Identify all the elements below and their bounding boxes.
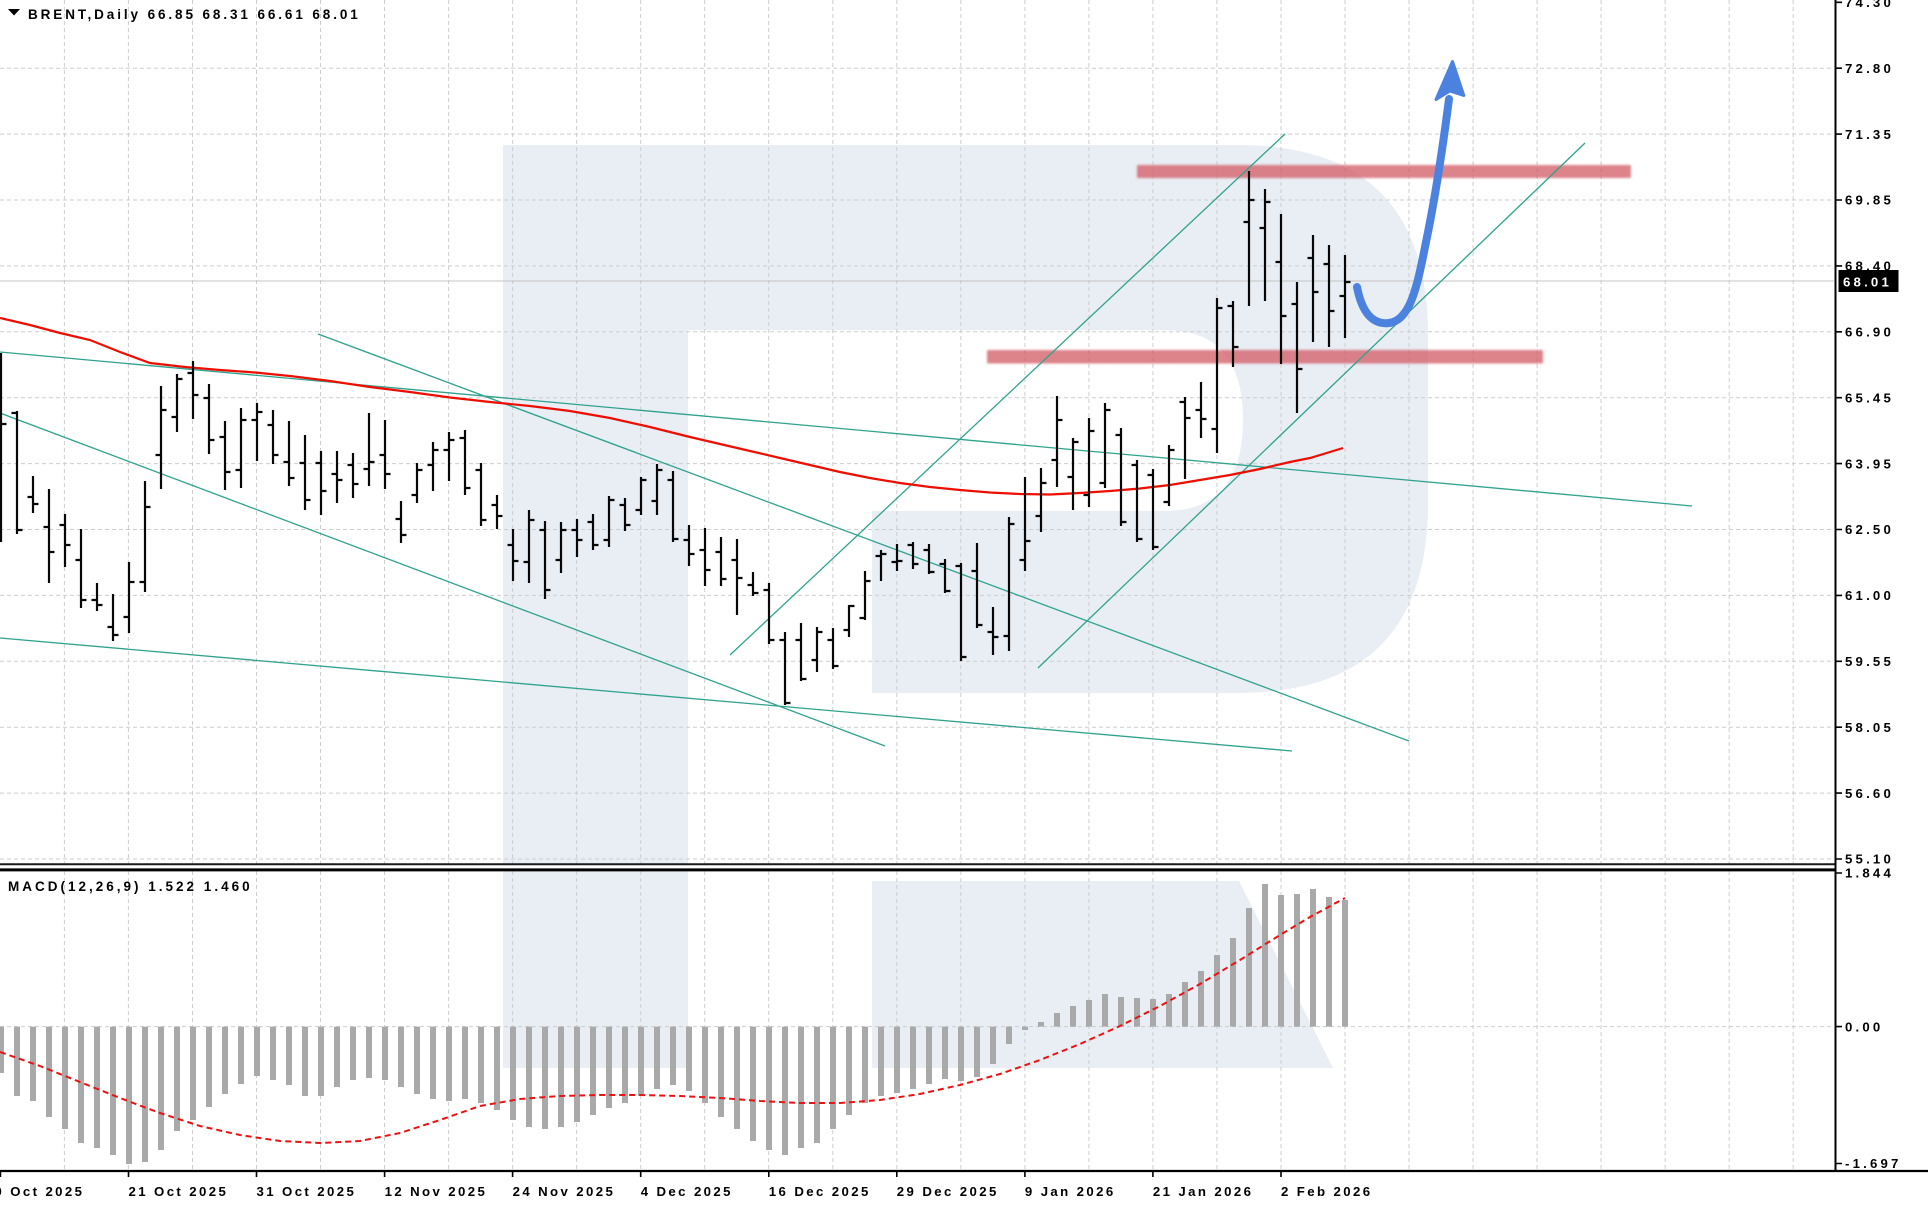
svg-text:9 Jan 2026: 9 Jan 2026 [1025,1184,1116,1199]
svg-text:71.35: 71.35 [1845,127,1894,142]
svg-text:61.00: 61.00 [1845,588,1894,603]
svg-text:63.95: 63.95 [1845,456,1894,471]
svg-text:68.01: 68.01 [1843,275,1892,290]
svg-text:BRENT,Daily 66.85 68.31 66.61: BRENT,Daily 66.85 68.31 66.61 68.01 [28,7,361,22]
svg-text:21 Jan 2026: 21 Jan 2026 [1153,1184,1253,1199]
svg-text:16 Dec 2025: 16 Dec 2025 [769,1184,871,1199]
svg-text:74.30: 74.30 [1845,0,1894,10]
svg-text:0.00: 0.00 [1845,1019,1883,1034]
svg-text:-1.697: -1.697 [1845,1156,1902,1171]
svg-text:72.80: 72.80 [1845,61,1894,76]
svg-text:59.55: 59.55 [1845,654,1894,669]
svg-text:65.45: 65.45 [1845,390,1894,405]
svg-text:1.844: 1.844 [1845,866,1894,881]
svg-text:9 Oct 2025: 9 Oct 2025 [0,1184,84,1199]
svg-text:55.10: 55.10 [1845,852,1894,867]
svg-text:MACD(12,26,9) 1.522 1.460: MACD(12,26,9) 1.522 1.460 [8,879,253,894]
svg-text:12 Nov 2025: 12 Nov 2025 [385,1184,488,1199]
svg-text:2 Feb 2026: 2 Feb 2026 [1281,1184,1372,1199]
svg-text:4 Dec 2025: 4 Dec 2025 [641,1184,733,1199]
svg-text:58.05: 58.05 [1845,720,1894,735]
svg-text:31 Oct 2025: 31 Oct 2025 [257,1184,357,1199]
svg-text:68.40: 68.40 [1845,259,1894,274]
svg-text:69.85: 69.85 [1845,193,1894,208]
svg-text:62.50: 62.50 [1845,522,1894,537]
svg-text:56.60: 56.60 [1845,786,1894,801]
svg-text:21 Oct 2025: 21 Oct 2025 [129,1184,229,1199]
svg-text:29 Dec 2025: 29 Dec 2025 [897,1184,999,1199]
svg-text:24 Nov 2025: 24 Nov 2025 [513,1184,616,1199]
svg-text:66.90: 66.90 [1845,325,1894,340]
